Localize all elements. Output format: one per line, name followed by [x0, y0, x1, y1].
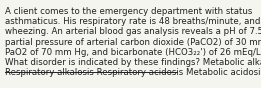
Text: What disorder is indicated by these findings? Metabolic alkalosis: What disorder is indicated by these find…: [5, 58, 261, 67]
Text: PaO2 of 70 mm Hg, and bicarbonate (HCO3₂₂') of 26 mEq/L.: PaO2 of 70 mm Hg, and bicarbonate (HCO3₂…: [5, 48, 261, 57]
Text: A client comes to the emergency department with status: A client comes to the emergency departme…: [5, 7, 252, 16]
Text: partial pressure of arterial carbon dioxide (PaCO2) of 30 mm Hg,: partial pressure of arterial carbon diox…: [5, 37, 261, 47]
Text: asthmaticus. His respiratory rate is 48 breaths/minute, and he is: asthmaticus. His respiratory rate is 48 …: [5, 17, 261, 26]
Text: wheezing. An arterial blood gas analysis reveals a pH of 7.52, a: wheezing. An arterial blood gas analysis…: [5, 27, 261, 36]
Text: Respiratory alkalosis Respiratory acidosis Metabolic acidosis: Respiratory alkalosis Respiratory acidos…: [5, 68, 261, 77]
